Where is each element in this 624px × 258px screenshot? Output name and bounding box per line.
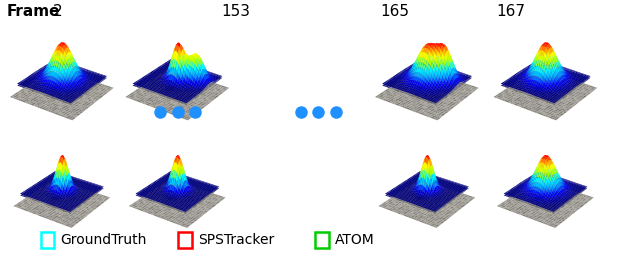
- Text: 153: 153: [222, 4, 250, 19]
- Text: SPSTracker: SPSTracker: [198, 233, 274, 247]
- Text: ATOM: ATOM: [335, 233, 375, 247]
- Text: 2: 2: [53, 4, 62, 19]
- Text: Frame: Frame: [6, 4, 60, 19]
- Bar: [41, 232, 54, 248]
- Bar: [315, 232, 329, 248]
- Text: GroundTruth: GroundTruth: [61, 233, 147, 247]
- Text: 167: 167: [496, 4, 525, 19]
- Text: 165: 165: [381, 4, 409, 19]
- Bar: [178, 232, 192, 248]
